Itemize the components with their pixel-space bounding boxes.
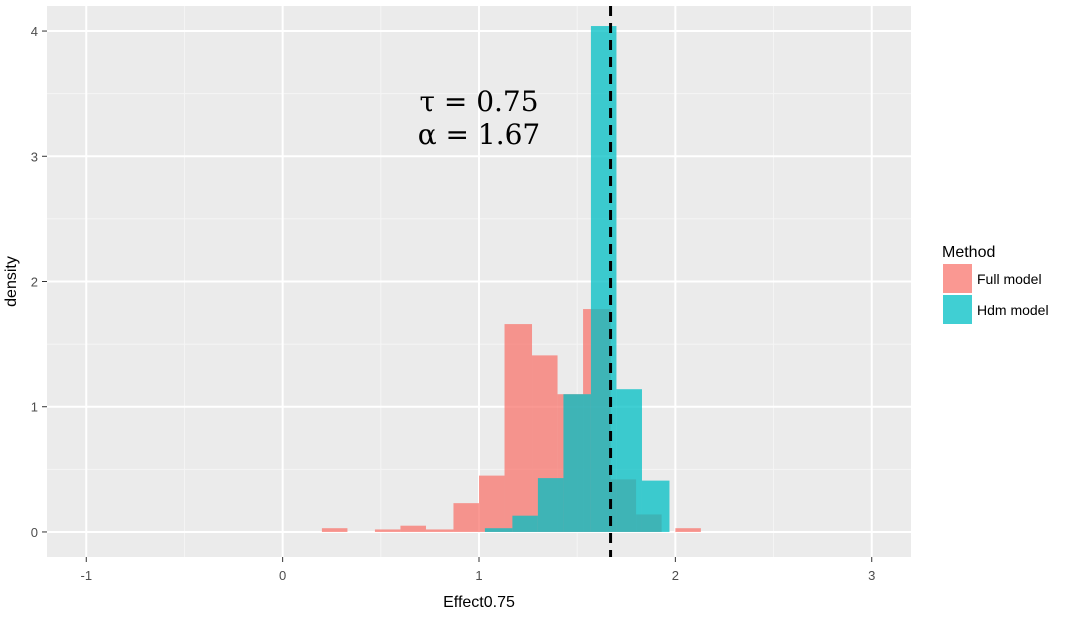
x-tick-label: 0 (279, 568, 286, 583)
x-tick-label: -1 (80, 568, 92, 583)
histogram-bars (321, 26, 701, 532)
x-axis-title: Effect0.75 (443, 594, 515, 611)
hdm-model-bar (590, 26, 617, 532)
x-tick-label: 1 (475, 568, 482, 583)
x-tick-label: 2 (672, 568, 679, 583)
legend-items: Full model Hdm model (943, 264, 1049, 324)
full-model-bar (321, 528, 348, 532)
y-tick-label: 2 (31, 275, 38, 290)
x-tick-label: 3 (868, 568, 875, 583)
legend-key-full-model (943, 264, 972, 293)
hdm-model-bar (537, 478, 564, 532)
hdm-model-bar (641, 480, 670, 532)
y-tick-label: 1 (31, 400, 38, 415)
y-axis-title: density (3, 256, 20, 307)
legend-title: Method (942, 244, 995, 261)
y-axis: 0 1 2 3 4 (31, 24, 47, 540)
full-model-bar (675, 528, 701, 532)
hdm-model-bar (616, 389, 642, 532)
legend: Method Full model Hdm model (942, 244, 1049, 324)
annotation: τ = 0.75 α = 1.67 (418, 85, 541, 151)
full-model-bar (504, 324, 533, 532)
full-model-bar (425, 529, 454, 532)
hdm-model-bar (563, 394, 591, 532)
legend-label-full-model: Full model (977, 271, 1042, 287)
annotation-tau: τ = 0.75 (419, 85, 538, 118)
annotation-alpha: α = 1.67 (418, 118, 541, 151)
full-model-bar (453, 503, 479, 532)
legend-label-hdm-model: Hdm model (977, 302, 1049, 318)
x-axis: -1 0 1 2 3 (80, 557, 875, 583)
y-tick-label: 4 (31, 24, 38, 39)
legend-key-hdm-model (943, 295, 972, 324)
full-model-bar (400, 525, 426, 532)
full-model-bar (374, 529, 401, 532)
hdm-model-bar (512, 515, 538, 532)
hdm-model-bar (484, 528, 513, 532)
full-model-bar (479, 475, 505, 532)
y-tick-label: 3 (31, 149, 38, 164)
y-tick-label: 0 (31, 525, 38, 540)
